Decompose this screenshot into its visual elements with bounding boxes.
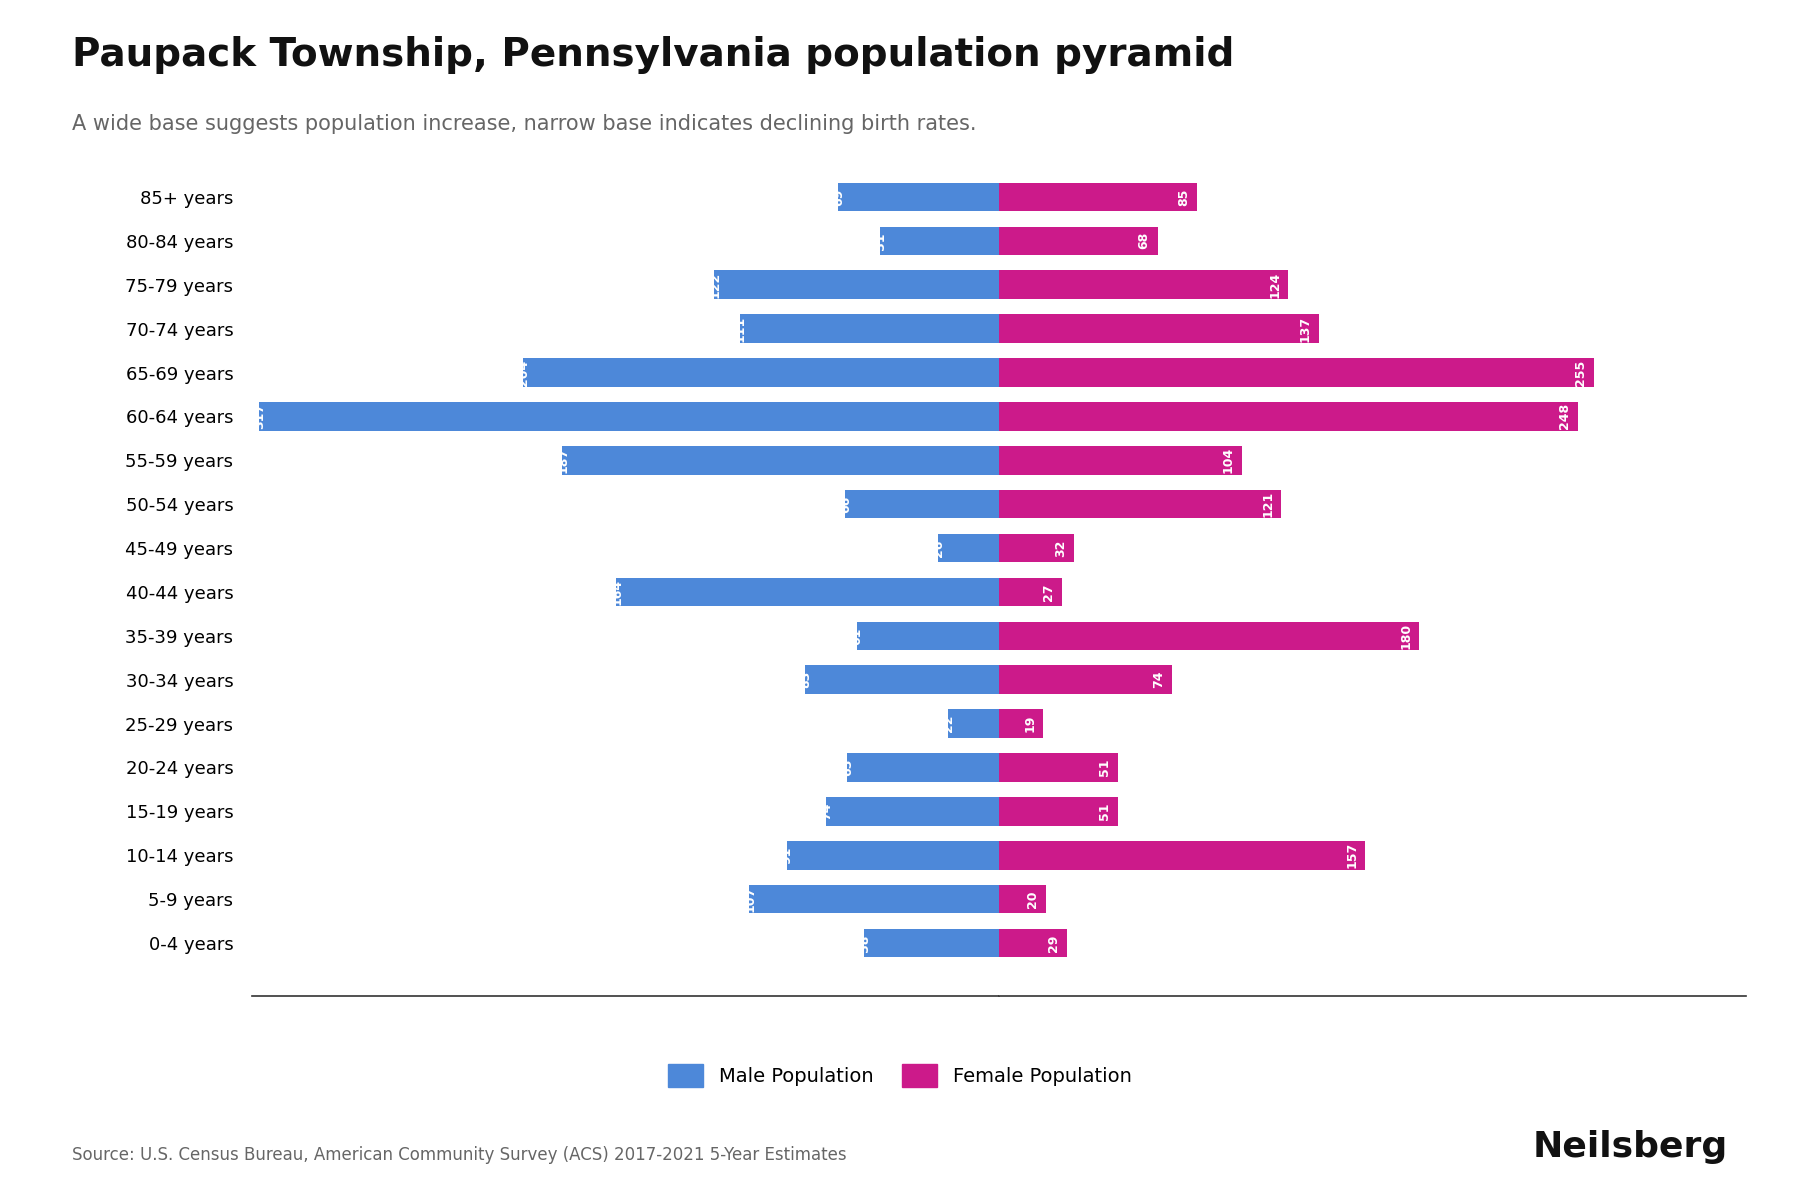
Text: 164: 164 [610, 578, 623, 605]
Text: 51: 51 [875, 232, 887, 250]
Text: 74: 74 [821, 803, 833, 820]
Text: 83: 83 [799, 671, 812, 689]
Bar [999, 709, 1044, 738]
Bar [844, 490, 999, 518]
Text: 69: 69 [832, 188, 844, 205]
Bar [999, 929, 1067, 958]
Bar [999, 622, 1418, 650]
Legend: Male Population, Female Population: Male Population, Female Population [661, 1056, 1139, 1094]
Bar [999, 841, 1366, 870]
Text: 248: 248 [1559, 403, 1571, 430]
Bar [880, 227, 999, 256]
Bar [999, 182, 1197, 211]
Text: 29: 29 [1046, 935, 1060, 952]
Bar [616, 577, 999, 606]
Bar [999, 446, 1242, 474]
Bar [999, 754, 1118, 781]
Text: 51: 51 [1098, 803, 1111, 820]
Text: 317: 317 [254, 403, 266, 430]
Text: Neilsberg: Neilsberg [1534, 1130, 1728, 1164]
Bar [938, 534, 999, 563]
Text: 26: 26 [932, 539, 945, 557]
Bar [826, 797, 999, 826]
Bar [787, 841, 999, 870]
Bar [999, 797, 1118, 826]
Bar [947, 709, 999, 738]
Bar [715, 270, 999, 299]
Bar [999, 577, 1062, 606]
Text: Source: U.S. Census Bureau, American Community Survey (ACS) 2017-2021 5-Year Est: Source: U.S. Census Bureau, American Com… [72, 1146, 846, 1164]
Bar [999, 402, 1579, 431]
Bar [259, 402, 999, 431]
Bar [562, 446, 999, 474]
Text: Paupack Township, Pennsylvania population pyramid: Paupack Township, Pennsylvania populatio… [72, 36, 1235, 74]
Text: 51: 51 [1098, 758, 1111, 776]
Bar [999, 359, 1595, 386]
Bar [805, 666, 999, 694]
Text: 180: 180 [1399, 623, 1413, 649]
Bar [749, 884, 999, 913]
Bar [999, 666, 1172, 694]
Text: 19: 19 [1024, 715, 1037, 732]
Text: 32: 32 [1053, 539, 1067, 557]
Text: 122: 122 [707, 271, 722, 298]
Text: 27: 27 [1042, 583, 1055, 601]
Bar [999, 227, 1157, 256]
Bar [999, 270, 1289, 299]
Bar [999, 490, 1282, 518]
Text: 20: 20 [1026, 890, 1039, 908]
Bar [999, 884, 1046, 913]
Text: 58: 58 [857, 935, 871, 952]
Text: A wide base suggests population increase, narrow base indicates declining birth : A wide base suggests population increase… [72, 114, 976, 134]
Text: 124: 124 [1269, 271, 1282, 298]
Text: 66: 66 [839, 496, 851, 512]
Text: 255: 255 [1575, 359, 1588, 385]
Bar [839, 182, 999, 211]
Text: 187: 187 [556, 448, 569, 473]
Text: 85: 85 [1177, 188, 1190, 205]
Bar [864, 929, 999, 958]
Text: 91: 91 [781, 846, 794, 864]
Text: 204: 204 [517, 359, 529, 385]
Bar [999, 314, 1319, 343]
Text: 65: 65 [841, 758, 855, 776]
Bar [848, 754, 999, 781]
Text: 111: 111 [734, 316, 747, 342]
Bar [740, 314, 999, 343]
Text: 61: 61 [851, 628, 864, 644]
Text: 137: 137 [1300, 316, 1312, 342]
Text: 121: 121 [1262, 491, 1274, 517]
Text: 157: 157 [1345, 842, 1359, 869]
Bar [999, 534, 1073, 563]
Text: 104: 104 [1222, 448, 1235, 474]
Bar [857, 622, 999, 650]
Text: 107: 107 [743, 886, 756, 912]
Bar [522, 359, 999, 386]
Text: 74: 74 [1152, 671, 1165, 689]
Text: 68: 68 [1138, 233, 1150, 250]
Text: 22: 22 [941, 715, 954, 732]
